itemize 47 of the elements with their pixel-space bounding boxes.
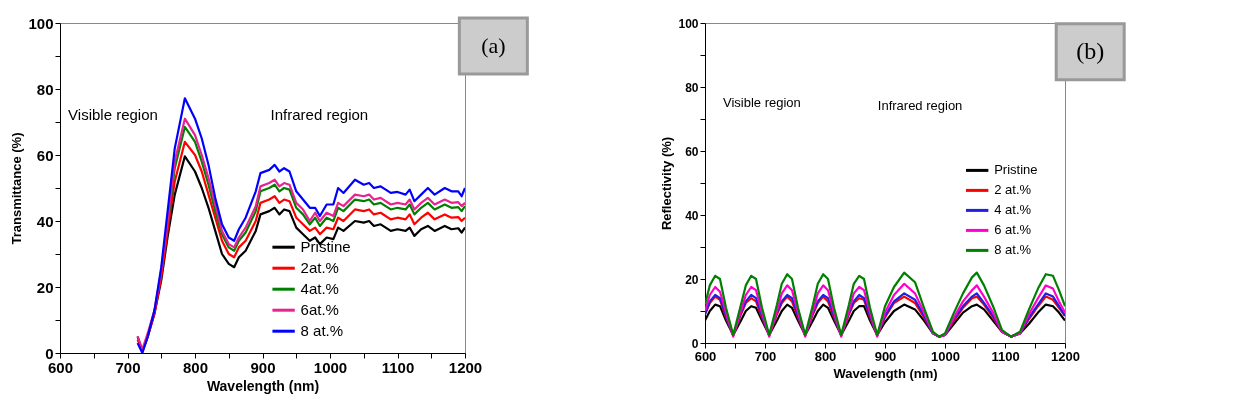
legend-label: 2 at.% (994, 182, 1032, 198)
x-tick-label: 900 (250, 358, 276, 376)
x-tick-label: 1200 (1051, 348, 1080, 364)
x-tick-label: 1100 (381, 358, 415, 376)
y-tick-label: 80 (36, 80, 54, 98)
line-series (705, 271, 1065, 338)
y-tick-label: 40 (685, 208, 699, 223)
y-axis-title: Transmittance (%) (9, 132, 25, 245)
text: (b) (1076, 37, 1105, 64)
x-axis-title: Wavelength (nm) (833, 365, 938, 381)
legend-label: Pristine (994, 162, 1038, 178)
legend-label: 4at.% (300, 280, 339, 298)
x-tick-label: 900 (874, 348, 897, 364)
y-tick-label: 80 (685, 80, 699, 95)
x-tick-label: 800 (814, 348, 837, 364)
y-tick-label: 20 (685, 272, 699, 287)
y-tick-label: 100 (28, 14, 54, 32)
legend-label: 6at.% (300, 301, 339, 319)
legend-label: 6 at.% (994, 222, 1032, 238)
annotation: Infrared region (877, 98, 963, 114)
x-tick-label: 700 (115, 358, 141, 376)
annotation: Infrared region (270, 106, 369, 124)
y-tick-label: 60 (36, 146, 54, 164)
x-tick-label: 800 (182, 358, 209, 376)
legend-label: 8 at.% (994, 242, 1032, 258)
x-tick-label: 1000 (313, 358, 348, 376)
x-tick-label: 1200 (448, 358, 483, 376)
x-tick-label: 1100 (991, 348, 1020, 364)
x-tick-label: 600 (694, 348, 717, 364)
y-tick-label: 0 (691, 336, 699, 351)
line-series (166, 125, 465, 252)
line-series (705, 282, 1065, 338)
legend-label: 8 at.% (300, 322, 344, 340)
x-tick-label: 1000 (931, 348, 960, 364)
y-axis-title: Reflectivity (%) (659, 136, 675, 231)
y-tick-label: 40 (36, 212, 54, 230)
y-tick-label: 60 (685, 144, 699, 159)
legend-label: 4 at.% (994, 202, 1032, 218)
legend-label: 2at.% (300, 259, 339, 277)
annotation: Visible region (723, 95, 801, 110)
annotation: Visible region (68, 106, 158, 124)
y-tick-label: 100 (678, 16, 699, 31)
text: (a) (481, 33, 506, 59)
x-tick-label: 700 (754, 348, 777, 364)
y-tick-label: 20 (36, 278, 54, 296)
x-axis-title: Wavelength (nm) (206, 377, 320, 394)
legend-label: Pristine (300, 238, 351, 256)
